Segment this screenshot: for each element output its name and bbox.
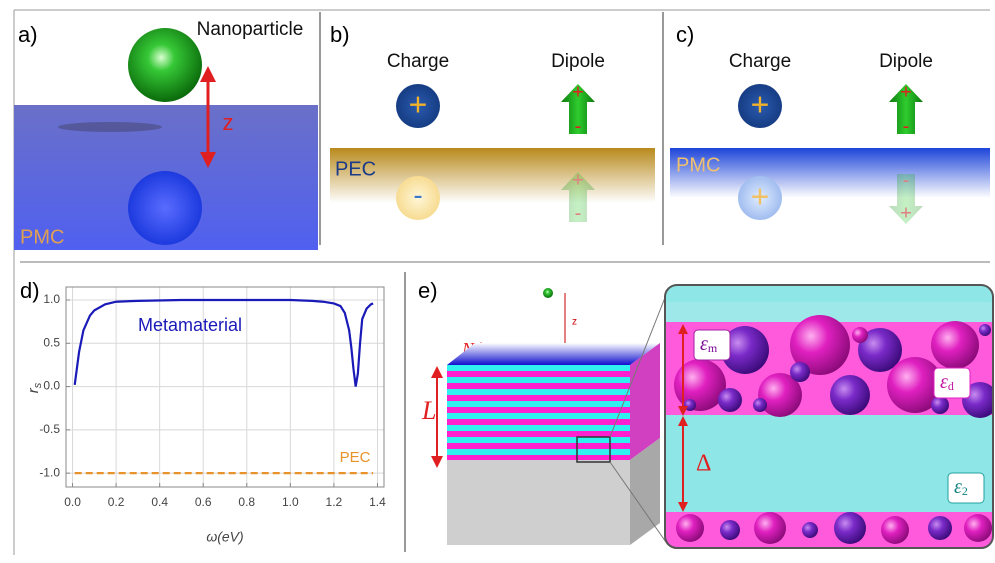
- pec-slab: [330, 148, 655, 203]
- image-particle: [128, 171, 202, 245]
- y-tick-label: -1.0: [39, 465, 60, 479]
- text-part: ε: [954, 476, 962, 498]
- x-tick-label: 0.0: [64, 495, 81, 509]
- legend-label: PEC: [340, 449, 371, 466]
- text-part: ε: [940, 371, 948, 393]
- panel-label: e): [418, 278, 438, 303]
- x-tick-label: 0.6: [195, 495, 212, 509]
- x-tick-label: 1.4: [369, 495, 386, 509]
- medium-label: PEC: [335, 158, 376, 180]
- sign: +: [900, 202, 912, 224]
- y-tick-label: 0.5: [43, 335, 60, 349]
- medium-label: PMC: [20, 226, 64, 248]
- z-label: z: [223, 110, 234, 135]
- panel-e: e) z N layers L Δ εm εd ε2: [418, 278, 995, 548]
- substrate: [447, 460, 630, 545]
- sign: +: [751, 86, 770, 122]
- x-tick-label: 0.4: [151, 495, 168, 509]
- title: Nanoparticle: [197, 19, 304, 40]
- medium-label: PMC: [676, 154, 720, 176]
- nanoparticle: [128, 28, 202, 102]
- sign: -: [903, 115, 910, 137]
- l-label: L: [421, 396, 436, 425]
- y-tick-label: 0.0: [43, 379, 60, 393]
- x-axis-label: ω(eV): [206, 529, 243, 545]
- legend-label: Metamaterial: [138, 315, 242, 335]
- text-part: m: [708, 341, 718, 355]
- figure: a) Nanoparticle z PMC b) Charge Dipole +…: [0, 0, 995, 563]
- text-part: ε: [700, 333, 708, 355]
- text-part: d: [948, 379, 954, 393]
- nanoparticle: [543, 288, 553, 298]
- x-tick-label: 1.0: [282, 495, 299, 509]
- sign: -: [575, 202, 582, 224]
- arrow-head: [200, 66, 216, 82]
- sign: +: [572, 169, 584, 191]
- shadow: [58, 122, 162, 132]
- sign: -: [575, 115, 582, 137]
- stack-top: [447, 343, 660, 365]
- heading: Charge: [729, 51, 791, 72]
- delta-label: Δ: [696, 451, 711, 477]
- sign: +: [900, 81, 912, 103]
- y-tick-label: 1.0: [43, 292, 60, 306]
- panel-d: d) ω(eV) rs 0.0 0.2 0.4 0.6 0.8 1.0 1.2 1.4 -1.0…: [20, 278, 386, 545]
- heading: Charge: [387, 51, 449, 72]
- sign: -: [903, 169, 910, 191]
- text-part: 2: [962, 484, 968, 498]
- sign: -: [413, 179, 422, 210]
- heading: Dipole: [879, 51, 933, 72]
- y-axis-label: rs: [25, 382, 44, 393]
- y-tick-label: -0.5: [39, 422, 60, 436]
- sign: +: [409, 86, 428, 122]
- panel-b: b) Charge Dipole + + - PEC - + -: [330, 22, 655, 224]
- z-label: z: [572, 317, 577, 328]
- zoom-view: [665, 285, 995, 548]
- sign: +: [751, 178, 770, 214]
- panel-a: a) Nanoparticle z PMC: [14, 19, 318, 250]
- x-tick-label: 0.2: [108, 495, 125, 509]
- panel-label: a): [18, 22, 38, 47]
- heading: Dipole: [551, 51, 605, 72]
- y-label-sub: s: [32, 382, 44, 388]
- panel-label: d): [20, 278, 40, 303]
- panel-c: c) Charge Dipole + + - PMC + - +: [670, 22, 990, 224]
- panel-label: c): [676, 22, 694, 47]
- x-tick-label: 0.8: [238, 495, 255, 509]
- x-tick-label: 1.2: [326, 495, 343, 509]
- sign: +: [572, 81, 584, 103]
- panel-label: b): [330, 22, 350, 47]
